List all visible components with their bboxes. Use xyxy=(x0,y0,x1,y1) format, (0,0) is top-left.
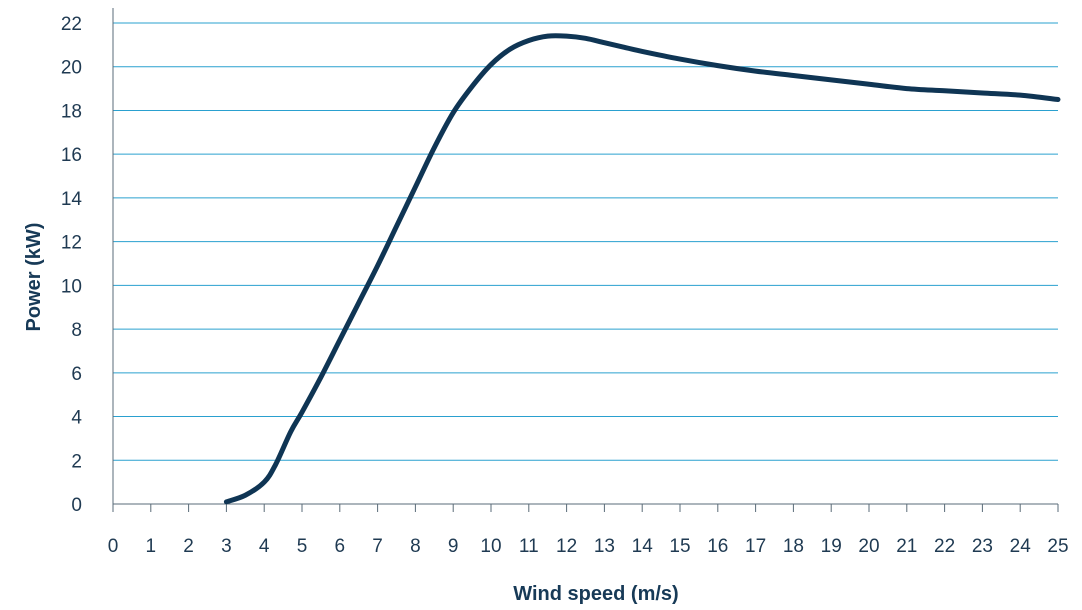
x-axis-title: Wind speed (m/s) xyxy=(513,583,678,605)
x-tick-label-12: 12 xyxy=(556,536,577,557)
y-tick-label-6: 6 xyxy=(71,364,82,385)
gridlines xyxy=(113,22,1058,461)
x-tick-label-8: 8 xyxy=(410,536,421,557)
x-tick-label-22: 22 xyxy=(934,536,955,557)
x-tick-label-14: 14 xyxy=(632,536,654,557)
y-tick-label-10: 10 xyxy=(61,276,82,297)
x-tick-label-18: 18 xyxy=(783,536,804,557)
x-tick-label-25: 25 xyxy=(1047,536,1068,557)
y-tick-label-2: 2 xyxy=(71,451,82,472)
axes xyxy=(112,8,1059,512)
x-tick-label-20: 20 xyxy=(858,536,879,557)
x-tick-label-1: 1 xyxy=(146,536,157,557)
x-tick-label-19: 19 xyxy=(821,536,842,557)
x-tick-label-21: 21 xyxy=(896,536,917,557)
y-tick-label-0: 0 xyxy=(71,495,82,516)
y-tick-label-20: 20 xyxy=(61,58,82,79)
x-tick-label-17: 17 xyxy=(745,536,766,557)
x-tick-label-15: 15 xyxy=(669,536,690,557)
y-tick-label-12: 12 xyxy=(61,233,82,254)
x-tick-labels: 0 1 2 3 4 5 6 7 8 9 10 11 12 13 14 15 16 17 18 19 20 21 22 23 24… xyxy=(108,536,1069,557)
x-tick-label-0: 0 xyxy=(108,536,119,557)
series-group xyxy=(223,33,1061,505)
x-tick-label-16: 16 xyxy=(707,536,728,557)
series-line-0 xyxy=(223,33,1061,505)
x-tick-label-2: 2 xyxy=(183,536,194,557)
y-tick-label-18: 18 xyxy=(61,101,82,122)
x-tick-label-9: 9 xyxy=(448,536,459,557)
y-tick-label-4: 4 xyxy=(71,408,82,429)
x-tick-label-6: 6 xyxy=(335,536,346,557)
y-tick-label-22: 22 xyxy=(61,14,82,35)
x-tick-label-10: 10 xyxy=(480,536,501,557)
x-tick-label-11: 11 xyxy=(519,536,539,557)
x-tick-label-5: 5 xyxy=(297,536,308,557)
x-tick-label-3: 3 xyxy=(221,536,232,557)
x-tick-label-23: 23 xyxy=(972,536,993,557)
y-tick-label-8: 8 xyxy=(71,320,82,341)
y-tick-label-14: 14 xyxy=(61,189,83,210)
x-tick-label-13: 13 xyxy=(594,536,615,557)
y-axis-title: Power (kW) xyxy=(23,223,45,332)
x-tick-label-24: 24 xyxy=(1010,536,1032,557)
y-tick-labels: 0 2 4 6 8 10 12 14 16 18 20 22 xyxy=(61,14,83,516)
y-tick-label-16: 16 xyxy=(61,145,82,166)
x-tick-label-4: 4 xyxy=(259,536,270,557)
x-tick-label-7: 7 xyxy=(372,536,383,557)
